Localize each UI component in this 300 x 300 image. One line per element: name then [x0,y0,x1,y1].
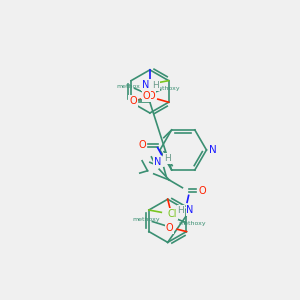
Text: O: O [166,223,173,233]
Text: N: N [142,80,150,90]
Text: methoxy: methoxy [178,221,206,226]
Text: H: H [164,154,171,163]
Text: O: O [199,186,206,196]
Text: O: O [148,91,155,101]
Text: methoxy: methoxy [152,86,180,91]
Text: methoxy: methoxy [132,217,160,222]
Text: N: N [187,205,194,215]
Text: O: O [143,91,150,101]
Text: H: H [152,81,159,90]
Text: H: H [178,206,184,214]
Text: O: O [129,96,136,106]
Text: methoxy: methoxy [116,83,144,88]
Text: N: N [154,157,161,167]
Text: Cl: Cl [141,80,150,89]
Text: Cl: Cl [167,209,177,219]
Text: O: O [138,140,146,150]
Text: O: O [168,211,176,221]
Text: N: N [209,145,217,155]
